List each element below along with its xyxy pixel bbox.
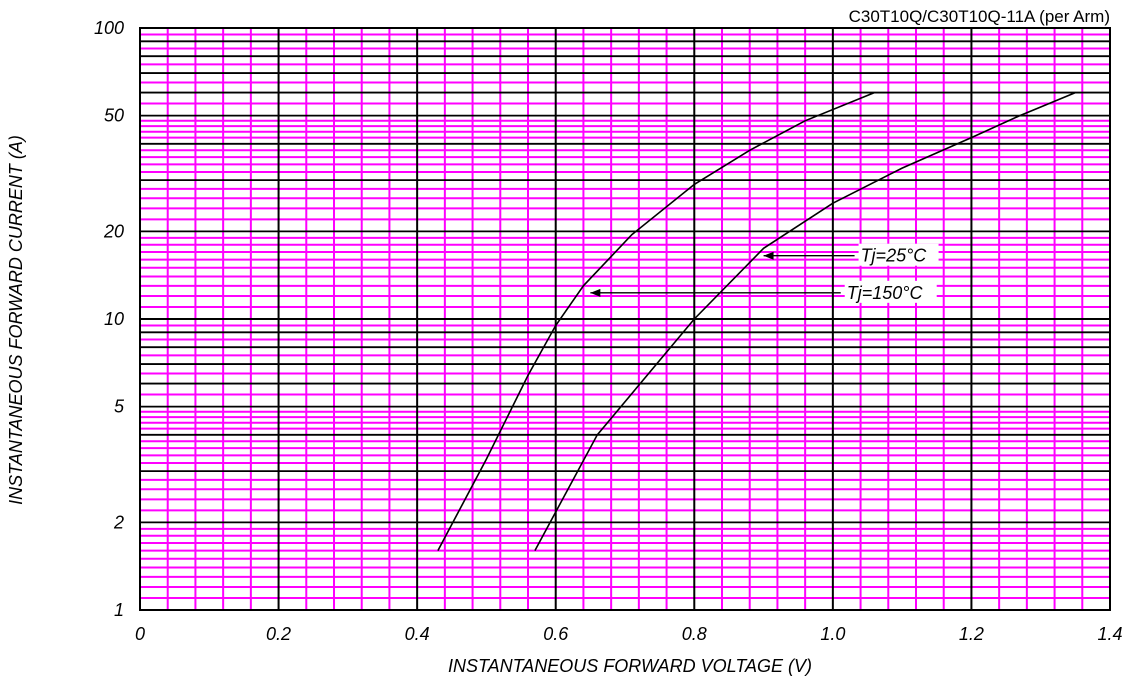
x-tick-label: 0 [135,624,145,644]
y-tick-label: 100 [94,18,124,38]
y-tick-label: 50 [104,106,124,126]
annotation-arrowhead [763,251,774,260]
x-tick-label: 0.8 [682,624,707,644]
y-tick-label: 10 [104,309,124,329]
series-line-tj25 [534,91,1076,551]
annotation-label-bg [858,243,939,266]
x-tick-label: 0.2 [266,624,291,644]
major-grid [139,27,1111,611]
x-axis-title: INSTANTANEOUS FORWARD VOLTAGE (V) [448,656,812,676]
series-line-tj150 [437,91,875,551]
annotation-label: Tj=150°C [847,283,924,303]
annotation-label-bg [844,280,937,303]
chart-title: C30T10Q/C30T10Q-11A (per Arm) [849,7,1110,26]
y-tick-label: 2 [113,512,124,532]
y-tick-label: 20 [103,221,124,241]
plot-frame [139,27,1111,611]
x-tick-label: 1.2 [959,624,984,644]
annotation-layer: Tj=25°C Tj=150°C [590,243,939,303]
y-tick-label: 1 [114,600,124,620]
y-axis-title: INSTANTANEOUS FORWARD CURRENT (A) [6,135,26,505]
x-tick-label: 1.4 [1097,624,1122,644]
annotation-label: Tj=25°C [861,246,928,266]
x-tick-label: 0.4 [405,624,430,644]
x-tick-labels: 0 0.2 0.4 0.6 0.8 1.0 1.2 1.4 [135,624,1123,644]
y-tick-labels: 1 2 5 10 20 50 100 [94,18,125,620]
y-tick-label: 5 [114,397,125,417]
series-layer [437,91,1076,551]
annotation-arrowhead [590,288,601,297]
x-tick-label: 0.6 [543,624,569,644]
x-tick-label: 1.0 [820,624,845,644]
